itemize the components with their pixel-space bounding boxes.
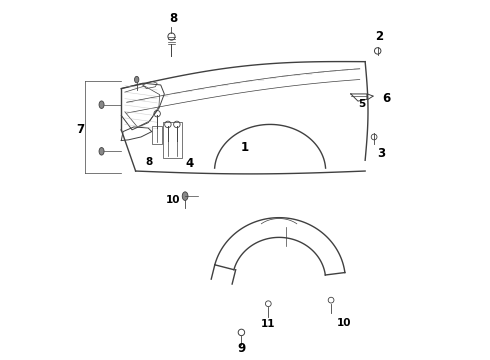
Text: 2: 2 bbox=[375, 30, 384, 43]
Ellipse shape bbox=[182, 192, 188, 201]
Text: 7: 7 bbox=[76, 123, 84, 136]
Bar bbox=[152, 126, 162, 144]
Text: 11: 11 bbox=[261, 319, 275, 329]
Text: 8: 8 bbox=[145, 157, 152, 167]
Text: 9: 9 bbox=[237, 342, 245, 355]
Ellipse shape bbox=[99, 101, 104, 108]
Bar bbox=[163, 122, 182, 158]
Text: 10: 10 bbox=[336, 319, 351, 328]
Ellipse shape bbox=[99, 148, 104, 155]
Text: 8: 8 bbox=[169, 12, 177, 25]
Text: 1: 1 bbox=[241, 141, 249, 154]
Text: 3: 3 bbox=[377, 147, 385, 159]
Ellipse shape bbox=[135, 76, 139, 83]
Text: 10: 10 bbox=[166, 195, 180, 206]
Text: 5: 5 bbox=[358, 99, 365, 109]
Text: 4: 4 bbox=[185, 157, 194, 170]
Text: 6: 6 bbox=[383, 92, 391, 105]
